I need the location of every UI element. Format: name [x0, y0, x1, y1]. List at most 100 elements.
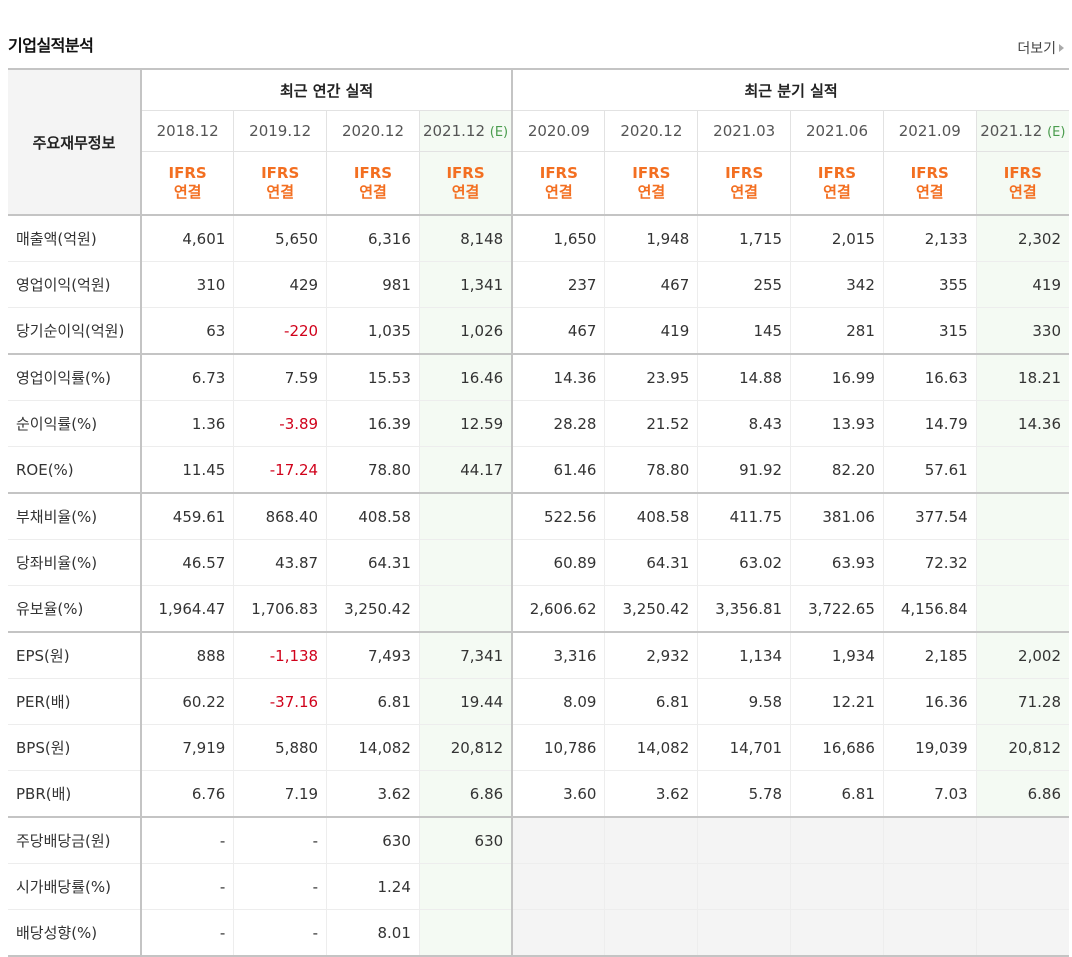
- value-cell: 14.88: [697, 353, 791, 401]
- period-label: 2021.09: [898, 122, 961, 140]
- value-cell: 237: [511, 261, 605, 308]
- table-row: 영업이익(억원) 310 429 981 1,341 237 467 255 342 355 419: [8, 261, 1069, 308]
- value-cell: [418, 863, 513, 910]
- value-cell: 1,715: [697, 215, 791, 262]
- value-cell: [975, 446, 1069, 494]
- value-cell: -: [140, 816, 234, 864]
- row-label: 부채비율(%): [8, 492, 142, 540]
- more-link[interactable]: 더보기: [1017, 38, 1064, 58]
- ifrs-top: IFRS: [725, 164, 764, 182]
- section-title: 기업실적분석: [8, 36, 94, 55]
- ifrs-top: IFRS: [817, 164, 857, 182]
- ifrs-bottom: 연결: [451, 183, 480, 201]
- table-row: 배당성향(%) - -8.01: [8, 909, 1069, 957]
- ifrs-bottom: 연결: [730, 183, 758, 201]
- row-label: EPS(원): [8, 631, 142, 679]
- ifrs-top: IFRS: [353, 164, 393, 182]
- value-cell: 1.36: [140, 400, 234, 447]
- value-cell: 1,706.83: [233, 585, 327, 633]
- value-cell: -1,138: [233, 631, 327, 679]
- value-cell: 2,606.62: [511, 585, 605, 633]
- period-label: 2021.03: [713, 122, 776, 140]
- more-label: 더보기: [1017, 41, 1056, 57]
- value-cell: [975, 863, 1069, 910]
- value-cell: 13.93: [790, 400, 884, 447]
- period-label: 2019.12: [249, 122, 312, 140]
- value-cell: 12.21: [790, 678, 884, 725]
- estimate-mark: (E): [1047, 125, 1066, 140]
- value-cell: 6,316: [326, 215, 420, 262]
- value-cell: [882, 863, 977, 910]
- table-row: 당기순이익(억원) 63 -220 1,035 1,026 467 419 145 281 315…: [8, 307, 1069, 355]
- value-cell: 64.31: [326, 539, 420, 586]
- value-cell: 411.75: [697, 492, 791, 540]
- ifrs-badge: IFRS 연결: [975, 151, 1069, 215]
- value-cell: 20,812: [418, 724, 513, 771]
- table-row: 부채비율(%) 459.61 868.40 408.58 522.56 408.58 411…: [8, 492, 1069, 540]
- value-cell: 2,302: [975, 215, 1069, 262]
- value-cell: 7.03: [882, 770, 977, 818]
- value-cell: 6.81: [326, 678, 420, 725]
- value-cell: 6.76: [140, 770, 234, 818]
- row-label: 매출액(억원): [8, 215, 142, 262]
- value-cell: 868.40: [233, 492, 327, 540]
- row-label: PER(배): [8, 678, 142, 725]
- value-cell: 8.43: [697, 400, 791, 447]
- value-cell: -: [233, 909, 327, 957]
- period-label: 2021.06: [805, 122, 868, 140]
- value-cell: 1,934: [790, 631, 884, 679]
- value-cell: [418, 492, 513, 540]
- value-cell: 6.86: [418, 770, 513, 818]
- value-cell: [418, 585, 513, 633]
- value-cell: 377.54: [882, 492, 977, 540]
- ifrs-bottom: 연결: [173, 183, 202, 201]
- value-cell: 11.45: [140, 446, 234, 494]
- value-cell: 18.21: [975, 353, 1069, 401]
- table-row: 순이익률(%) 1.36 -3.89 16.39 12.59 28.28 21.52 8.43…: [8, 400, 1069, 447]
- value-cell: 3.60: [511, 770, 605, 818]
- value-cell: 19,039: [882, 724, 977, 771]
- value-cell: 12.59: [418, 400, 513, 447]
- value-cell: 1,134: [697, 631, 791, 679]
- value-cell: 23.95: [604, 353, 698, 401]
- value-cell: 381.06: [790, 492, 884, 540]
- row-label: 영업이익(억원): [8, 261, 142, 308]
- value-cell: 16.36: [882, 678, 977, 725]
- value-cell: [604, 863, 698, 910]
- ifrs-top: IFRS: [539, 164, 578, 182]
- value-cell: 82.20: [790, 446, 884, 494]
- value-cell: 6.81: [790, 770, 884, 818]
- value-cell: 2,932: [604, 631, 698, 679]
- row-label: 유보율(%): [8, 585, 142, 633]
- value-cell: 21.52: [604, 400, 698, 447]
- value-cell: -17.24: [233, 446, 327, 494]
- ifrs-bottom: 연결: [915, 183, 944, 201]
- ifrs-badge: IFRS 연결: [326, 151, 420, 215]
- value-cell: 888: [140, 631, 234, 679]
- value-cell: 355: [882, 261, 977, 308]
- value-cell: 3,250.42: [604, 585, 698, 633]
- period-header: 2021.12 (E): [975, 110, 1069, 152]
- value-cell: 429: [233, 261, 327, 308]
- value-cell: 6.73: [140, 353, 234, 401]
- value-cell: 78.80: [604, 446, 698, 494]
- value-cell: 14,082: [326, 724, 420, 771]
- value-cell: 3,356.81: [697, 585, 791, 633]
- row-label: 당기순이익(억원): [8, 307, 142, 355]
- table-row: 시가배당률(%) - -1.24: [8, 863, 1069, 910]
- value-cell: 2,002: [975, 631, 1069, 679]
- value-cell: 44.17: [418, 446, 513, 494]
- value-cell: 60.89: [511, 539, 605, 586]
- value-cell: [975, 492, 1069, 540]
- value-cell: [882, 909, 977, 957]
- value-cell: 419: [604, 307, 698, 355]
- ifrs-bottom: 연결: [359, 183, 387, 201]
- value-cell: [790, 816, 884, 864]
- table-row: EPS(원) 888 -1,138 7,493 7,341 3,316 2,932 1,134…: [8, 631, 1069, 679]
- value-cell: [697, 909, 791, 957]
- value-cell: 5,880: [233, 724, 327, 771]
- ifrs-bottom: 연결: [823, 183, 851, 201]
- value-cell: 408.58: [326, 492, 420, 540]
- value-cell: 145: [697, 307, 791, 355]
- value-cell: 16,686: [790, 724, 884, 771]
